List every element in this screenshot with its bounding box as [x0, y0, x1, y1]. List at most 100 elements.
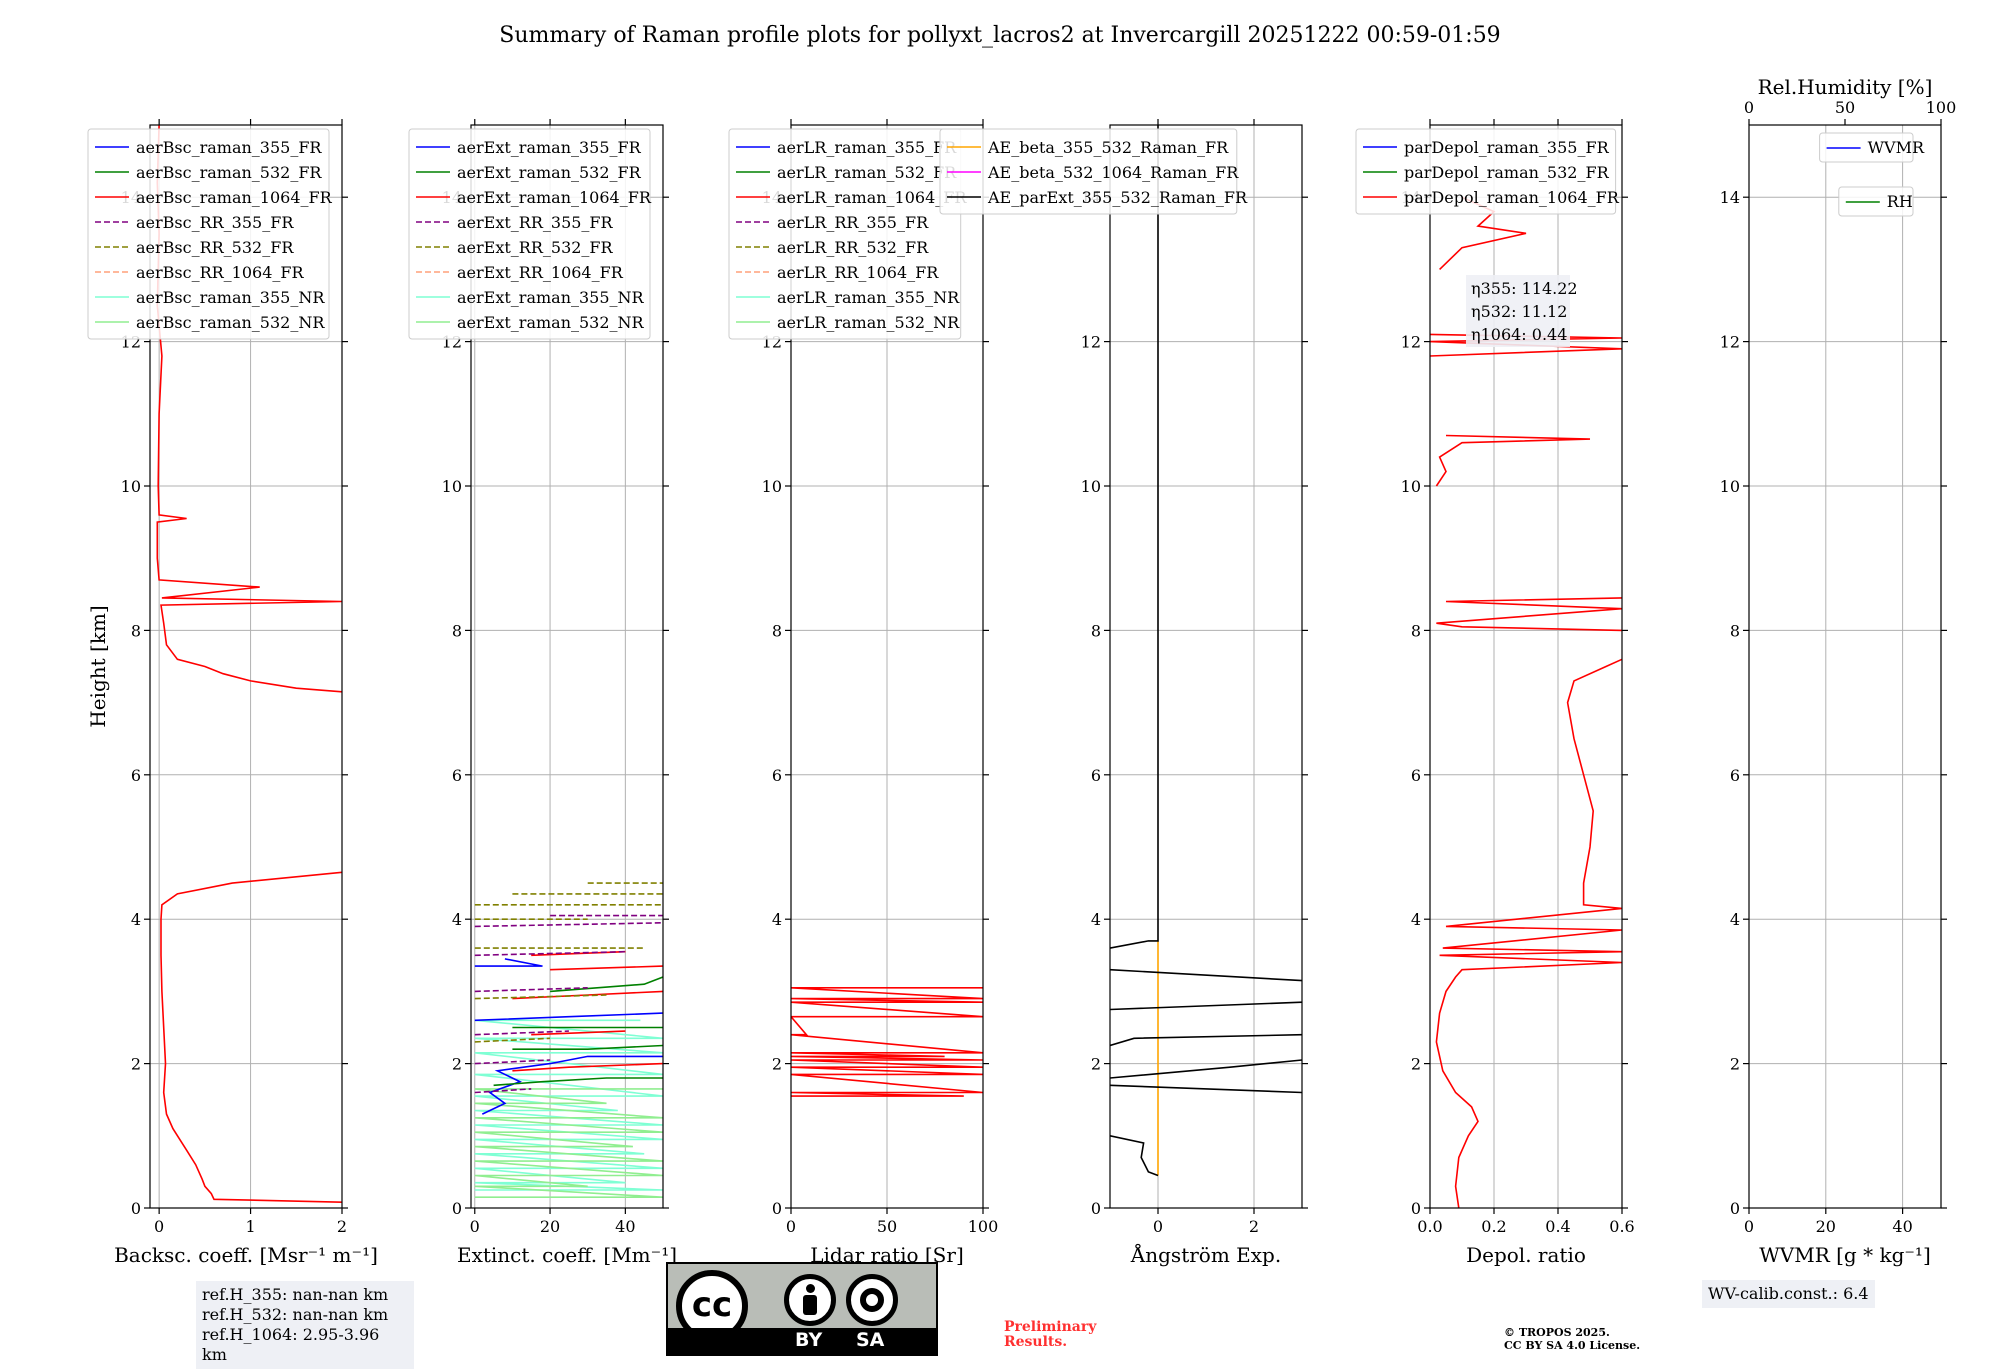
legend-label: aerLR_raman_1064_FR: [777, 188, 967, 207]
y-tick-label: 6: [1091, 766, 1101, 785]
by-person-icon: [784, 1274, 836, 1326]
series-aerExt_RR_355_FR: [474, 914, 663, 1094]
x-tick-label: 0.4: [1545, 1217, 1570, 1236]
legend-label: aerBsc_RR_532_FR: [136, 238, 294, 257]
y-tick-label: 4: [772, 910, 782, 929]
series-group: [791, 987, 983, 1097]
top-x-tick-label: 100: [1926, 98, 1957, 117]
y-axis-label: Height [km]: [86, 605, 110, 727]
legend-label: aerLR_RR_1064_FR: [777, 263, 939, 282]
legend-label: aerBsc_RR_355_FR: [136, 213, 294, 232]
x-tick-label: 2: [337, 1217, 347, 1236]
series-group: [1110, 125, 1302, 1177]
legend-label: aerLR_RR_355_FR: [777, 213, 929, 232]
legend-label: aerLR_raman_355_NR: [777, 288, 960, 307]
y-tick-label: 10: [1720, 477, 1740, 496]
series-AE_parExt_355_532_Raman_FR: [1110, 125, 1302, 1177]
legend-box: [1819, 132, 1914, 163]
legend: AE_beta_355_532_Raman_FR AE_beta_532_1064…: [939, 128, 1248, 215]
y-tick-label: 0: [1411, 1199, 1421, 1218]
x-tick-label: 20: [540, 1217, 560, 1236]
y-tick-label: 4: [1091, 910, 1101, 929]
legend-label: aerBsc_raman_1064_FR: [136, 188, 333, 207]
series-aerLR_raman_1064_FR: [791, 987, 983, 1097]
series-parDepol_raman_1064_FR: [1430, 196, 1622, 1208]
axes-frame: [149, 124, 343, 1209]
legend-label: aerBsc_raman_355_NR: [136, 288, 325, 307]
legend-label: aerBsc_raman_355_FR: [136, 138, 322, 157]
legend-label: RH: [1887, 192, 1913, 211]
legend-box: [1355, 128, 1617, 215]
ref-height-532: ref.H_532: nan-nan km: [202, 1305, 389, 1324]
series-aerExt_raman_532_FR: [493, 976, 663, 1087]
y-tick-label: 0: [131, 1199, 141, 1218]
axes-frame: [1109, 124, 1303, 1209]
legend: aerLR_raman_355_FR aerLR_raman_532_FR aerL…: [728, 128, 967, 340]
y-tick-label: 2: [1411, 1055, 1421, 1074]
y-tick-label: 10: [121, 477, 141, 496]
y-tick-label: 0: [1730, 1199, 1740, 1218]
x-tick-label: 50: [877, 1217, 897, 1236]
panel-extinction: 0246810121402040Extinct. coeff. [Mm⁻¹]ae…: [408, 119, 677, 1267]
y-tick-label: 2: [452, 1055, 462, 1074]
x-tick-label: 0.0: [1417, 1217, 1442, 1236]
y-tick-label: 4: [1730, 910, 1740, 929]
x-tick-label: 0: [470, 1217, 480, 1236]
legend-label: aerLR_raman_532_FR: [777, 163, 957, 182]
y-tick-label: 10: [762, 477, 782, 496]
top-x-tick-label: 0: [1744, 98, 1754, 117]
series-group: [1430, 196, 1622, 1208]
sa-share-icon: [846, 1274, 898, 1326]
legend-label: aerLR_raman_532_NR: [777, 313, 960, 332]
copyright-line-2: CC BY SA 4.0 License.: [1504, 1339, 1641, 1352]
legend-RH: RH: [1838, 186, 1914, 217]
panel-angstrom: 0246810121402Ångström Exp.AE_beta_355_53…: [939, 119, 1308, 1267]
eta-box: [1466, 275, 1570, 347]
legend-label: aerExt_raman_532_NR: [457, 313, 645, 332]
ref-height-1064: ref.H_1064: 2.95-3.96 km: [202, 1325, 380, 1364]
y-tick-label: 4: [452, 910, 462, 929]
legend-box: [728, 128, 962, 340]
axes-frame: [1748, 124, 1942, 1209]
x-axis-label: Depol. ratio: [1466, 1243, 1586, 1267]
eta-value: η1064: 0.44: [1471, 325, 1567, 344]
y-tick-label: 4: [131, 910, 141, 929]
legend-box: [939, 128, 1238, 215]
ref-height-355: ref.H_355: nan-nan km: [202, 1285, 389, 1304]
preliminary-results-note: Preliminary Results.: [1004, 1319, 1097, 1350]
y-tick-label: 8: [131, 621, 141, 640]
wv-calib-box: WV-calib.const.: 6.4: [1702, 1280, 1875, 1308]
x-tick-label: 20: [1816, 1217, 1836, 1236]
legend-label: aerBsc_raman_532_FR: [136, 163, 322, 182]
series-group: [156, 125, 342, 1203]
axes-frame: [470, 124, 664, 1209]
legend-label: parDepol_raman_355_FR: [1404, 138, 1610, 157]
legend-label: aerLR_raman_355_FR: [777, 138, 957, 157]
y-tick-label: 8: [772, 621, 782, 640]
legend-label: aerExt_raman_355_NR: [457, 288, 645, 307]
license-sa-label: SA: [856, 1329, 885, 1351]
legend: aerBsc_raman_355_FR aerBsc_raman_532_FRae…: [87, 128, 333, 340]
y-tick-label: 2: [1730, 1055, 1740, 1074]
x-tick-label: 0: [154, 1217, 164, 1236]
y-tick-label: 0: [452, 1199, 462, 1218]
axes-frame: [1429, 124, 1623, 1209]
legend-label: aerBsc_RR_1064_FR: [136, 263, 305, 282]
x-tick-label: 0: [1744, 1217, 1754, 1236]
license-by-label: BY: [795, 1329, 823, 1351]
x-tick-label: 0: [786, 1217, 796, 1236]
legend: aerExt_raman_355_FR aerExt_raman_532_FRae…: [408, 128, 652, 340]
legend-box: [87, 128, 330, 340]
y-tick-label: 8: [452, 621, 462, 640]
legend-label: WVMR: [1868, 138, 1925, 157]
x-tick-label: 1: [245, 1217, 255, 1236]
panel-backscatter: 02468101214012Backsc. coeff. [Msr⁻¹ m⁻¹]…: [86, 119, 378, 1267]
legend-label: aerExt_RR_355_FR: [457, 213, 614, 232]
y-tick-label: 6: [1730, 766, 1740, 785]
y-tick-label: 10: [1081, 477, 1101, 496]
y-tick-label: 8: [1411, 621, 1421, 640]
x-tick-label: 0.6: [1609, 1217, 1634, 1236]
y-tick-label: 0: [1091, 1199, 1101, 1218]
x-axis-label: Extinct. coeff. [Mm⁻¹]: [457, 1243, 677, 1267]
